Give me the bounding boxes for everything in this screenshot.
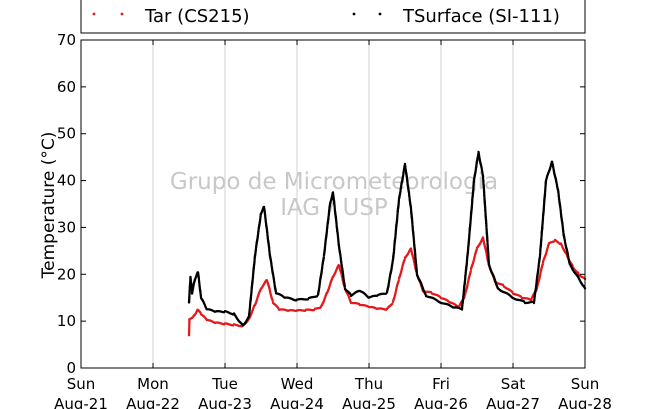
data-point xyxy=(397,279,400,282)
x-tick-label-date: Aug-23 xyxy=(198,395,252,409)
y-tick-label: 10 xyxy=(57,312,76,330)
y-tick-label: 50 xyxy=(57,125,76,143)
plot-frame xyxy=(80,39,586,369)
legend-marker xyxy=(378,12,382,16)
legend: Tar (CS215) TSurface (SI-111) xyxy=(80,0,586,34)
x-tick-label-day: Thu xyxy=(354,375,383,393)
y-tick-label: 0 xyxy=(66,359,76,377)
y-tick-label: 40 xyxy=(57,172,76,190)
series-tar xyxy=(187,236,587,337)
x-axis: Sun Aug-21 Mon Aug-22 Tue Aug-23 Wed Aug-24 Thu A… xyxy=(54,40,612,409)
x-tick-label-day: Tue xyxy=(211,375,238,393)
x-tick-label-date: Aug-25 xyxy=(342,395,396,409)
x-tick-label-date: Aug-24 xyxy=(270,395,324,409)
x-tick-label-day: Fri xyxy=(432,375,450,393)
series-tsurface xyxy=(187,150,587,327)
x-tick-label-day: Wed xyxy=(281,375,314,393)
y-tick-label: 30 xyxy=(57,218,76,236)
data-point xyxy=(469,270,472,273)
x-tick-label-date: Aug-28 xyxy=(558,395,612,409)
x-tick-label-day: Mon xyxy=(137,375,169,393)
data-point xyxy=(409,205,413,209)
y-axis: 0 10 20 30 40 50 60 70 xyxy=(57,31,585,377)
legend-box xyxy=(80,0,586,34)
x-tick-label-date: Aug-27 xyxy=(486,395,540,409)
x-tick-label-date: Aug-26 xyxy=(414,395,468,409)
legend-marker xyxy=(352,12,356,16)
series-layer xyxy=(187,150,587,337)
legend-label: Tar (CS215) xyxy=(144,6,250,27)
data-point xyxy=(343,285,346,288)
legend-marker xyxy=(120,12,124,16)
legend-marker xyxy=(92,12,96,16)
data-point xyxy=(271,299,274,303)
gridlines xyxy=(152,40,514,368)
data-point xyxy=(397,199,401,202)
data-point xyxy=(322,256,325,259)
x-tick-label-date: Aug-22 xyxy=(126,395,180,409)
y-tick-label: 70 xyxy=(57,31,76,49)
x-tick-label-date: Aug-21 xyxy=(54,395,108,409)
data-point xyxy=(391,302,394,305)
x-tick-label-day: Sun xyxy=(67,375,96,393)
y-tick-label: 20 xyxy=(57,265,76,283)
watermark-line-1: Grupo de Micrometeorologia xyxy=(170,169,498,195)
data-point xyxy=(274,290,277,293)
data-point xyxy=(541,262,544,266)
data-point xyxy=(349,292,352,296)
x-tick-label-day: Sun xyxy=(571,375,600,393)
x-tick-label-day: Sat xyxy=(501,375,526,393)
y-axis-label: Temperature (°C) xyxy=(39,132,59,280)
y-tick-label: 60 xyxy=(57,78,76,96)
legend-label: TSurface (SI-111) xyxy=(402,6,560,27)
